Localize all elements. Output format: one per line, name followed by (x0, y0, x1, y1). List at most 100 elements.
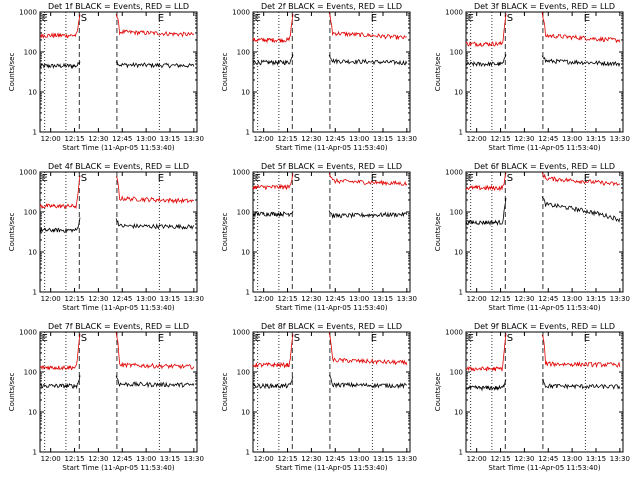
panel-8: Det 8f BLACK = Events, RED = LLD 1 10 100 10… (221, 322, 417, 472)
lld-series-after (541, 334, 621, 369)
y-tick-label: 1 (33, 289, 37, 297)
x-tick-label: 13:00 (562, 455, 582, 463)
x-tick-label: 12:00 (467, 455, 487, 463)
x-tick-label: 13:15 (160, 455, 180, 463)
panel-9: Det 9f BLACK = Events, RED = LLD 1 10 100 10… (434, 322, 630, 472)
x-tick-label: 13:15 (160, 295, 180, 303)
x-tick-label: 13:15 (373, 455, 393, 463)
x-tick-label: 13:30 (397, 455, 417, 463)
x-axis-label: Start Time (11-Apr-05 11:53:40) (488, 304, 600, 312)
x-tick-label: 13:30 (397, 135, 417, 143)
panel-2: Det 2f BLACK = Events, RED = LLD 1 10 100 10… (221, 2, 417, 152)
plot-frame (465, 11, 624, 133)
y-tick-label: 1000 (232, 329, 250, 337)
x-tick-label: 13:00 (349, 295, 369, 303)
y-axis-label: Counts/sec (8, 373, 16, 412)
panel-title: Det 1f BLACK = Events, RED = LLD (48, 2, 189, 11)
x-tick-label: 12:15 (490, 455, 510, 463)
y-tick-label: 1000 (19, 9, 37, 17)
x-tick-label: 13:15 (586, 455, 606, 463)
lld-series-after (541, 172, 620, 187)
lld-series-after (328, 172, 408, 187)
panel-title: Det 9f BLACK = Events, RED = LLD (474, 322, 615, 331)
y-tick-label: 100 (450, 49, 463, 57)
y-tick-label: 1000 (232, 9, 250, 17)
x-tick-label: 12:00 (254, 455, 274, 463)
events-series-before (465, 54, 507, 68)
x-tick-label: 12:15 (277, 295, 297, 303)
y-tick-label: 1000 (445, 9, 463, 17)
y-tick-label: 10 (28, 249, 37, 257)
x-axis-label: Start Time (11-Apr-05 11:53:40) (488, 144, 600, 152)
event-marker: S (294, 173, 300, 184)
y-tick-label: 100 (24, 369, 37, 377)
event-marker: E (468, 13, 474, 24)
x-axis-label: Start Time (11-Apr-05 11:53:40) (62, 304, 174, 312)
event-marker: S (294, 13, 300, 24)
x-tick-label: 12:00 (467, 295, 487, 303)
event-marker: E (371, 333, 377, 344)
y-tick-label: 10 (241, 89, 250, 97)
lld-series-before (39, 175, 81, 210)
y-tick-label: 1 (246, 449, 250, 457)
x-axis-label: Start Time (11-Apr-05 11:53:40) (62, 464, 174, 472)
y-tick-label: 10 (454, 409, 463, 417)
y-tick-label: 10 (454, 249, 463, 257)
x-tick-label: 13:15 (373, 135, 393, 143)
x-tick-label: 12:15 (490, 295, 510, 303)
lld-series-before (252, 173, 294, 191)
panel-title: Det 5f BLACK = Events, RED = LLD (261, 162, 402, 171)
lld-series-before (465, 333, 507, 372)
x-tick-label: 12:15 (64, 455, 84, 463)
y-tick-label: 100 (237, 369, 250, 377)
y-tick-label: 100 (24, 209, 37, 217)
panel-title: Det 4f BLACK = Events, RED = LLD (48, 162, 189, 171)
plot-frame (252, 171, 411, 293)
panel-6: Det 6f BLACK = Events, RED = LLD 1 10 100 10… (434, 162, 630, 312)
event-marker: E (42, 333, 48, 344)
event-marker: E (255, 333, 261, 344)
lld-series-after (115, 176, 195, 205)
y-tick-label: 1 (246, 289, 250, 297)
lld-series-before (465, 13, 507, 48)
event-marker: S (81, 13, 87, 24)
panel-title: Det 2f BLACK = Events, RED = LLD (261, 2, 402, 11)
y-tick-label: 100 (237, 209, 250, 217)
lld-series-after (328, 12, 407, 41)
y-tick-label: 1 (33, 129, 37, 137)
event-marker: E (42, 173, 48, 184)
panel-7: Det 7f BLACK = Events, RED = LLD 1 10 100 10… (8, 322, 204, 472)
events-series-before (465, 378, 507, 392)
x-tick-label: 13:00 (349, 455, 369, 463)
x-tick-label: 12:15 (277, 455, 297, 463)
x-tick-label: 13:15 (373, 295, 393, 303)
x-tick-label: 12:45 (538, 455, 558, 463)
y-axis-label: Counts/sec (8, 53, 16, 92)
x-tick-label: 12:30 (88, 135, 108, 143)
y-tick-label: 1000 (445, 329, 463, 337)
panel-4: Det 4f BLACK = Events, RED = LLD 1 10 100 10… (8, 162, 204, 312)
x-tick-label: 12:30 (88, 455, 108, 463)
y-tick-label: 10 (241, 249, 250, 257)
y-axis-label: Counts/sec (221, 213, 229, 252)
panel-1: Det 1f BLACK = Events, RED = LLD 1 10 100 10… (8, 2, 204, 152)
y-tick-label: 1 (459, 449, 463, 457)
events-series-after (115, 218, 195, 230)
events-series-after (115, 375, 195, 389)
x-axis-label: Start Time (11-Apr-05 11:53:40) (275, 464, 387, 472)
x-tick-label: 12:30 (514, 135, 534, 143)
x-tick-label: 13:30 (610, 295, 630, 303)
x-tick-label: 13:30 (184, 135, 204, 143)
y-tick-label: 1 (246, 129, 250, 137)
x-axis-label: Start Time (11-Apr-05 11:53:40) (275, 144, 387, 152)
panel-title: Det 7f BLACK = Events, RED = LLD (48, 322, 189, 331)
x-tick-label: 12:00 (41, 135, 61, 143)
y-tick-label: 1 (459, 289, 463, 297)
lld-series-before (252, 13, 294, 44)
x-tick-label: 12:30 (301, 135, 321, 143)
x-tick-label: 13:30 (610, 135, 630, 143)
y-tick-label: 1000 (232, 169, 250, 177)
x-tick-label: 12:00 (254, 295, 274, 303)
events-series-before (39, 61, 81, 70)
event-marker: S (507, 333, 513, 344)
